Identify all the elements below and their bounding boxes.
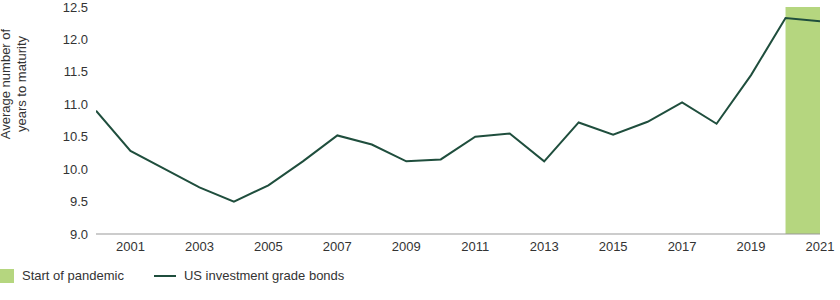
svg-text:9.5: 9.5 (70, 194, 88, 209)
svg-text:11.5: 11.5 (64, 64, 88, 79)
svg-text:12.0: 12.0 (63, 32, 88, 47)
html-text:Start of pandemic: Start of pandemic (22, 268, 124, 283)
svg-text:11.0: 11.0 (64, 97, 88, 112)
svg-text:2009: 2009 (392, 239, 421, 254)
svg-text:2005: 2005 (254, 239, 283, 254)
html-text:US investment grade bonds: US investment grade bonds (183, 268, 345, 283)
svg-text:2017: 2017 (668, 239, 697, 254)
svg-text:2011: 2011 (461, 239, 489, 254)
svg-text:2021: 2021 (806, 239, 832, 254)
svg-text:2007: 2007 (323, 239, 352, 254)
svg-text:10.0: 10.0 (63, 162, 88, 177)
svg-text:2015: 2015 (599, 239, 628, 254)
svg-text:12.5: 12.5 (63, 0, 88, 15)
svg-text:2001: 2001 (116, 239, 145, 254)
svg-text:9.0: 9.0 (70, 227, 88, 242)
svg-text:2003: 2003 (185, 239, 214, 254)
svg-text:2013: 2013 (530, 239, 559, 254)
svg-text:2019: 2019 (737, 239, 766, 254)
svg-text:10.5: 10.5 (63, 129, 88, 144)
